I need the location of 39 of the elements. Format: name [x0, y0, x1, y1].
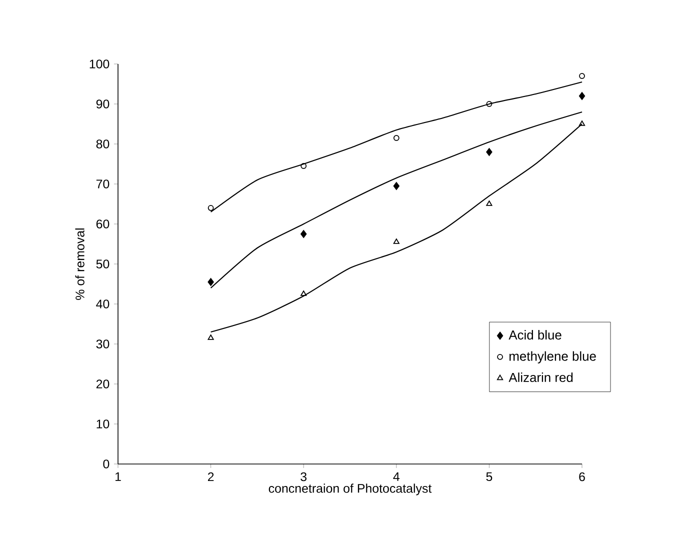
x-tick-label: 4 [393, 472, 400, 481]
y-axis-title: % of removal [75, 228, 84, 300]
y-tick-label: 40 [96, 300, 110, 308]
y-tick-label: 70 [96, 180, 110, 188]
y-tick-label: 20 [96, 380, 110, 388]
x-tick-label: 6 [579, 472, 585, 482]
point [486, 200, 492, 206]
point [208, 205, 214, 211]
x-tick-label: 5 [486, 472, 492, 482]
y-tick-label: 90 [96, 100, 110, 108]
point [393, 135, 400, 141]
y-tick-label: 60 [96, 220, 110, 228]
line-series [210, 111, 583, 289]
point [578, 120, 586, 126]
point [578, 92, 586, 100]
point [486, 101, 492, 107]
y-tick-label: 30 [96, 340, 110, 348]
legend-label: Alizarin red [508, 372, 573, 382]
point [579, 73, 585, 79]
y-tick-label: 100 [90, 60, 110, 68]
line-series [210, 81, 583, 213]
y-tick-label: 50 [96, 260, 110, 268]
point [393, 182, 400, 190]
point [393, 238, 400, 244]
x-axis-title: concnetraion of Photocatalyst [268, 484, 432, 496]
y-tick-label: 10 [96, 420, 110, 428]
point [208, 278, 214, 286]
x-tick-label: 3 [300, 472, 307, 482]
x-tick-label: 1 [116, 472, 121, 481]
point [300, 290, 307, 296]
x-tick-label: 2 [208, 472, 214, 482]
legend-label: Acid blue [508, 330, 562, 340]
y-tick-label: 0 [103, 460, 110, 468]
point [300, 163, 307, 169]
point [208, 334, 214, 340]
y-tick-label: 80 [96, 140, 110, 148]
legend-label: methylene blue [510, 351, 596, 364]
point [486, 148, 492, 156]
point [300, 230, 307, 238]
